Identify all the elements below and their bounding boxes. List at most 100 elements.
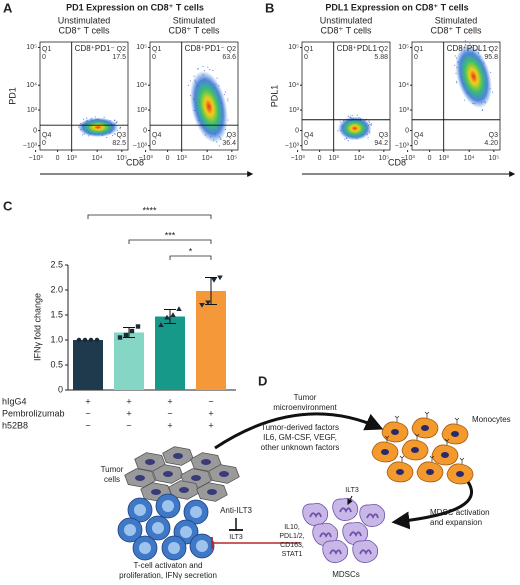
event-dot bbox=[209, 68, 211, 71]
quadrant-value: 0 bbox=[152, 140, 156, 147]
treatment-sign: − bbox=[85, 408, 90, 418]
quadrant-value: 0 bbox=[42, 140, 46, 147]
event-dot bbox=[94, 116, 96, 118]
y-tick-label: 10⁵ bbox=[398, 44, 409, 51]
nucleus bbox=[349, 531, 362, 538]
x-tick-label: 10³ bbox=[67, 155, 78, 162]
event-dot bbox=[119, 128, 121, 130]
event-dot bbox=[224, 91, 227, 93]
nucleus bbox=[359, 549, 372, 556]
nucleus bbox=[441, 452, 449, 458]
event-dot bbox=[464, 40, 466, 42]
x-tick-label: −10³ bbox=[28, 155, 43, 162]
significance-label: **** bbox=[142, 205, 157, 215]
data-point bbox=[176, 306, 182, 311]
nucleus bbox=[134, 504, 146, 516]
event-dot bbox=[116, 121, 118, 123]
quadrant-name: Q1 bbox=[304, 46, 313, 53]
y-tick-label: 1.0 bbox=[50, 334, 63, 344]
quadrant-value: 0 bbox=[414, 54, 418, 61]
event-dot bbox=[212, 69, 214, 72]
x-tick-label: 0 bbox=[428, 155, 432, 162]
treatment-sign: + bbox=[208, 420, 213, 430]
nucleus bbox=[366, 513, 379, 520]
significance-bracket bbox=[128, 239, 212, 244]
bar bbox=[73, 340, 103, 390]
y-axis-label: PDL1 bbox=[269, 85, 279, 108]
receptor bbox=[444, 438, 450, 445]
event-dot bbox=[367, 137, 369, 139]
label: microenvironment bbox=[273, 403, 337, 412]
quadrant-name: Q2 bbox=[227, 46, 236, 53]
plot-title: Unstimulated bbox=[320, 15, 373, 25]
nucleus bbox=[196, 540, 208, 552]
x-axis-label: CD8 bbox=[388, 157, 406, 167]
event-dot bbox=[207, 66, 209, 68]
quadrant-value: 0 bbox=[414, 140, 418, 147]
y-tick-label: −10³ bbox=[23, 143, 38, 150]
y-tick-label: −10³ bbox=[395, 143, 410, 150]
nucleus bbox=[421, 425, 429, 431]
event-dot bbox=[226, 136, 228, 138]
event-dot bbox=[189, 80, 192, 82]
nucleus bbox=[190, 506, 202, 518]
quadrant-value: 4.20 bbox=[484, 140, 498, 147]
treatment-sign: + bbox=[167, 420, 172, 430]
event-dot bbox=[337, 130, 339, 132]
panel-title: PDL1 Expression on CD8⁺ T cells bbox=[325, 2, 468, 12]
event-dot bbox=[347, 115, 349, 117]
nucleus bbox=[163, 471, 173, 477]
event-dot bbox=[223, 93, 225, 96]
quadrant-value: 36.4 bbox=[222, 140, 236, 147]
y-tick-label: 2.5 bbox=[50, 259, 63, 269]
quadrant-name: Q1 bbox=[414, 46, 423, 53]
quadrant-value: 82.5 bbox=[112, 140, 126, 147]
data-point bbox=[88, 337, 94, 343]
event-dot bbox=[344, 138, 346, 140]
panel-letter: A bbox=[3, 0, 13, 15]
nucleus bbox=[309, 512, 322, 519]
plot-frame bbox=[411, 41, 501, 151]
data-point bbox=[82, 337, 88, 343]
panel-letter: B bbox=[265, 0, 274, 15]
event-dot bbox=[82, 134, 84, 136]
quadrant-name: Q4 bbox=[414, 132, 423, 139]
plot-title: Unstimulated bbox=[58, 15, 111, 25]
y-tick-label: 10³ bbox=[399, 107, 410, 114]
treatment-sign: + bbox=[126, 408, 131, 418]
receptor bbox=[454, 417, 460, 424]
nucleus bbox=[329, 549, 342, 556]
label: proliferation, IFNγ secretion bbox=[119, 571, 217, 580]
treatment-sign: − bbox=[208, 396, 213, 406]
nucleus bbox=[173, 453, 183, 459]
plot-title: CD8⁺ T cells bbox=[169, 25, 220, 35]
label: and expansion bbox=[430, 518, 482, 527]
data-point bbox=[199, 303, 205, 308]
event-dot bbox=[103, 116, 105, 118]
label: Tumor-derived factors bbox=[261, 423, 339, 432]
x-tick-label: 0 bbox=[56, 155, 60, 162]
nucleus bbox=[145, 459, 155, 465]
x-tick-label: 10⁴ bbox=[464, 155, 475, 162]
quadrant-name: Q2 bbox=[117, 46, 126, 53]
panel-letter: D bbox=[258, 373, 267, 388]
event-dot bbox=[86, 117, 88, 119]
x-tick-label: 10⁵ bbox=[488, 155, 499, 162]
treatment-sign: − bbox=[85, 420, 90, 430]
event-dot bbox=[216, 77, 218, 79]
data-point bbox=[205, 300, 211, 306]
nucleus bbox=[207, 489, 217, 495]
gate-label: CD8⁺PDL1⁻ bbox=[337, 44, 381, 53]
event-dot bbox=[490, 71, 492, 73]
x-tick-label: 0 bbox=[166, 155, 170, 162]
nucleus bbox=[426, 469, 434, 475]
nucleus bbox=[396, 469, 404, 475]
density-cloud bbox=[338, 116, 372, 141]
event-dot bbox=[351, 114, 353, 117]
quadrant-value: 0 bbox=[304, 54, 308, 61]
quadrant-value: 0 bbox=[42, 54, 46, 61]
event-dot bbox=[113, 133, 115, 135]
label: PDL1/2, bbox=[279, 533, 304, 540]
nucleus bbox=[451, 431, 459, 437]
event-dot bbox=[227, 100, 229, 102]
